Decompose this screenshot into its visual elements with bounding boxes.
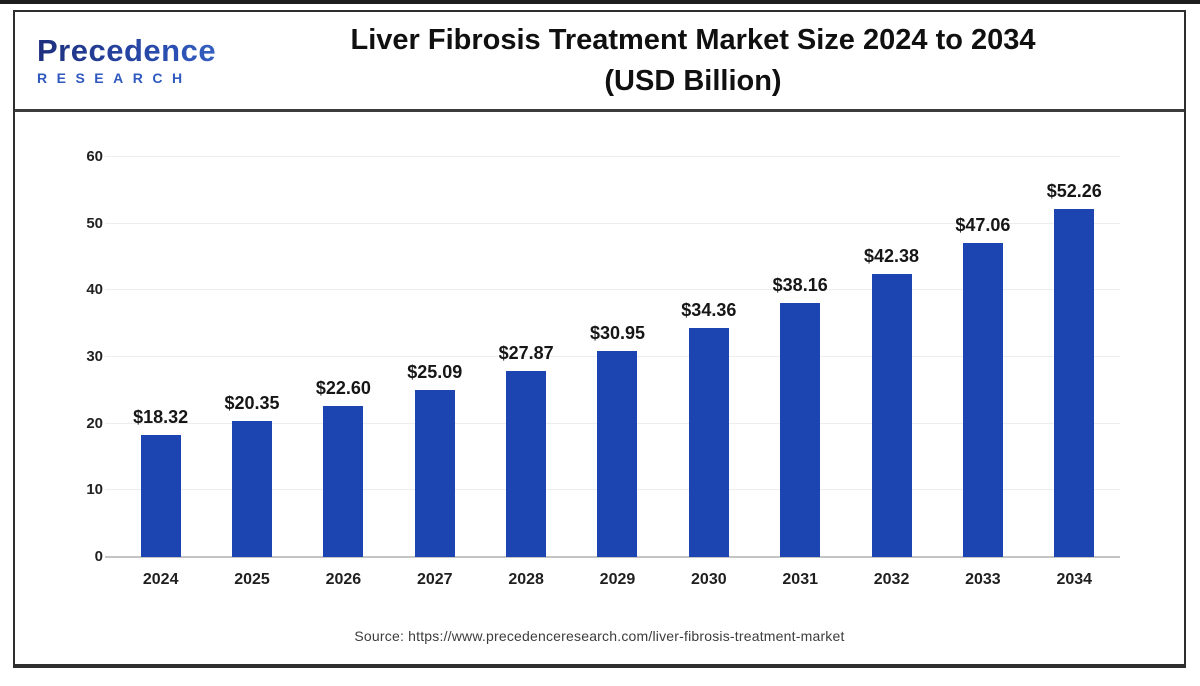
bar-value-label: $25.09 [407, 361, 463, 382]
bar-value-label: $52.26 [1046, 180, 1102, 201]
bar-value-label: $27.87 [498, 343, 554, 364]
bar [871, 274, 912, 557]
source-text: Source: https://www.precedenceresearch.c… [354, 628, 845, 644]
bar [506, 371, 547, 557]
chart-frame: Precedence RESEARCH Liver Fibrosis Treat… [13, 10, 1186, 668]
bar-group-2032: $42.38 [846, 157, 937, 557]
bar [597, 350, 638, 557]
x-tick-label: 2028 [508, 571, 544, 588]
bar-value-label: $18.32 [133, 406, 189, 427]
top-strip [0, 0, 1200, 4]
gridline [105, 156, 1120, 157]
chart-title-line2: (USD Billion) [604, 64, 782, 97]
x-tick-label: 2027 [416, 571, 453, 588]
x-tick-label: 2026 [325, 571, 362, 588]
bar-value-label: $47.06 [955, 215, 1011, 236]
gridline [105, 222, 1120, 224]
bar-group-2031: $38.16 [755, 157, 846, 557]
y-tick-label: 40 [86, 281, 103, 299]
y-tick-label: 60 [86, 148, 103, 165]
chart-area: $18.32 $20.35 $22.60 $25.09 $27.87 $30.95 $34.… [15, 112, 1184, 664]
bar [688, 327, 729, 557]
x-tick-label: 2029 [599, 571, 636, 588]
chart-title-line1: Liver Fibrosis Treatment Market Size 202… [350, 24, 1036, 57]
x-tick-label: 2031 [782, 571, 818, 588]
x-tick-label: 2033 [965, 571, 1001, 588]
x-tick-label: 2024 [142, 571, 179, 588]
gridline [105, 289, 1120, 291]
precedence-research-logo: Precedence RESEARCH [15, 35, 292, 86]
logo-wordmark: Precedence [37, 35, 292, 68]
bar-value-label: $20.35 [224, 393, 280, 414]
bar-value-label: $42.38 [864, 246, 920, 267]
plot-area: $18.32 $20.35 $22.60 $25.09 $27.87 $30.95 $34.… [105, 156, 1120, 558]
bar-group-2025: $20.35 [206, 157, 297, 557]
x-tick-label: 2034 [1056, 571, 1093, 588]
bar-value-label: $34.36 [681, 299, 737, 320]
bar [232, 421, 273, 557]
bar-group-2029: $30.95 [572, 157, 663, 557]
bar-group-2027: $25.09 [389, 157, 480, 557]
x-axis-labels: 2024 2025 2026 2027 2028 2029 2030 2031 2032 2033… [115, 571, 1120, 589]
x-tick-label: 2032 [873, 571, 910, 588]
bar-group-2034: $52.26 [1029, 157, 1120, 557]
x-tick-label: 2025 [234, 571, 270, 588]
bar-group-2024: $18.32 [115, 157, 206, 557]
bar [140, 434, 181, 557]
bar [780, 302, 821, 557]
y-tick-label: 10 [86, 481, 103, 499]
bar-group-2030: $34.36 [663, 157, 754, 557]
bar [323, 406, 364, 557]
bar [414, 389, 455, 557]
logo-subtitle: RESEARCH [37, 69, 192, 86]
bars-container: $18.32 $20.35 $22.60 $25.09 $27.87 $30.95 $34.… [115, 157, 1120, 557]
bar-value-label: $30.95 [589, 322, 645, 343]
y-tick-label: 0 [94, 548, 103, 565]
x-tick-label: 2030 [691, 571, 727, 588]
bar-group-2028: $27.87 [480, 157, 571, 557]
bar [1054, 208, 1095, 557]
chart-title: Liver Fibrosis Treatment Market Size 202… [292, 20, 1184, 100]
y-tick-label: 20 [86, 414, 103, 432]
bar-value-label: $22.60 [315, 378, 371, 399]
bar-group-2033: $47.06 [937, 157, 1028, 557]
y-tick-label: 50 [86, 214, 103, 232]
x-axis-line [105, 556, 1120, 558]
bar-group-2026: $22.60 [298, 157, 389, 557]
bar [962, 243, 1003, 557]
header: Precedence RESEARCH Liver Fibrosis Treat… [15, 12, 1184, 112]
y-tick-label: 30 [86, 348, 103, 365]
bar-value-label: $38.16 [772, 274, 828, 295]
